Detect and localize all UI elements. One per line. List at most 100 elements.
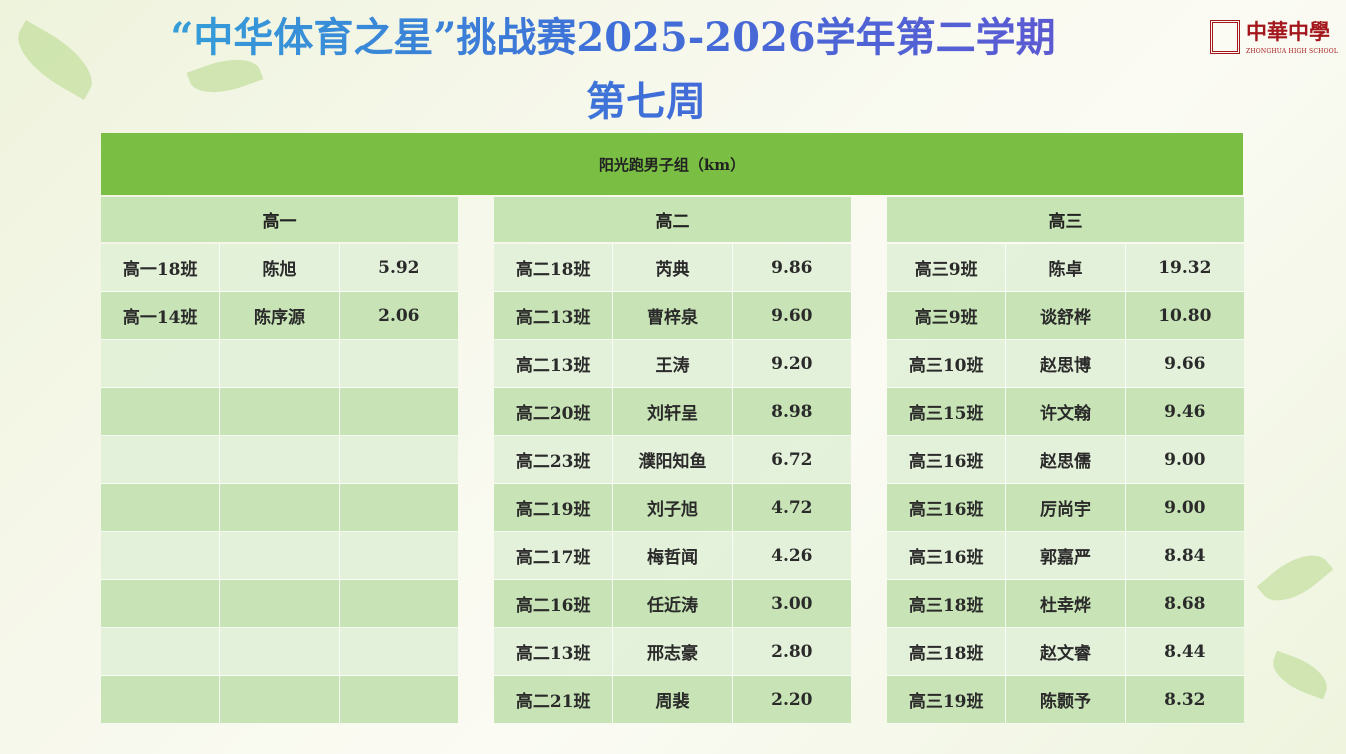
- table-row: 高一14班 陈序源 2.06: [101, 292, 458, 340]
- table-row: 高一18班 陈旭 5.92: [101, 244, 458, 292]
- table-body: 高三9班 陈卓 19.32 高三9班 谈舒桦 10.80 高三10班 赵思博 9.66 高三15班…: [887, 244, 1244, 724]
- name-cell: [220, 532, 340, 580]
- distance-cell: 6.72: [732, 436, 851, 484]
- class-cell: 高二17班: [494, 532, 614, 580]
- class-cell: 高三15班: [887, 388, 1007, 436]
- table-row: 高三16班 郭嘉严 8.84: [887, 532, 1244, 580]
- name-cell: 濮阳知鱼: [613, 436, 733, 484]
- class-cell: 高二13班: [494, 292, 614, 340]
- distance-cell: [339, 340, 458, 388]
- table-row: [101, 580, 458, 628]
- name-cell: 赵文睿: [1006, 628, 1126, 676]
- table-body: 高一18班 陈旭 5.92 高一14班 陈序源 2.06: [101, 244, 458, 724]
- name-cell: 芮典: [613, 244, 733, 292]
- table-row: 高三15班 许文翰 9.46: [887, 388, 1244, 436]
- name-cell: 梅哲闻: [613, 532, 733, 580]
- distance-cell: 10.80: [1125, 292, 1244, 340]
- name-cell: 王涛: [613, 340, 733, 388]
- table-row: 高三10班 赵思博 9.66: [887, 340, 1244, 388]
- distance-cell: [339, 580, 458, 628]
- distance-cell: 2.20: [732, 676, 851, 724]
- logo-subtitle: ZHONGHUA HIGH SCHOOL: [1246, 48, 1338, 55]
- name-cell: 任近涛: [613, 580, 733, 628]
- distance-cell: 9.20: [732, 340, 851, 388]
- distance-cell: 9.60: [732, 292, 851, 340]
- table-row: [101, 628, 458, 676]
- name-cell: 赵思博: [1006, 340, 1126, 388]
- class-cell: 高二21班: [494, 676, 614, 724]
- distance-cell: 4.26: [732, 532, 851, 580]
- name-cell: 谈舒桦: [1006, 292, 1126, 340]
- name-cell: 厉尚宇: [1006, 484, 1126, 532]
- distance-cell: [339, 628, 458, 676]
- page-title: “中华体育之星”挑战赛2025-2026学年第二学期: [0, 10, 1286, 66]
- class-cell: 高二23班: [494, 436, 614, 484]
- name-cell: 赵思儒: [1006, 436, 1126, 484]
- table-row: 高三19班 陈颢予 8.32: [887, 676, 1244, 724]
- distance-cell: 9.46: [1125, 388, 1244, 436]
- class-cell: 高一14班: [101, 292, 221, 340]
- name-cell: [220, 388, 340, 436]
- grade-table: 高一 高一18班 陈旭 5.92 高一14班 陈序源 2.06: [101, 197, 458, 724]
- distance-cell: 19.32: [1125, 244, 1244, 292]
- table-row: 高三16班 厉尚宇 9.00: [887, 484, 1244, 532]
- class-cell: 高一18班: [101, 244, 221, 292]
- class-cell: [101, 628, 221, 676]
- class-cell: [101, 340, 221, 388]
- table-row: 高三16班 赵思儒 9.00: [887, 436, 1244, 484]
- class-cell: [101, 388, 221, 436]
- table-row: 高二17班 梅哲闻 4.26: [494, 532, 851, 580]
- distance-cell: 3.00: [732, 580, 851, 628]
- distance-cell: [339, 388, 458, 436]
- distance-cell: 9.86: [732, 244, 851, 292]
- distance-cell: [339, 484, 458, 532]
- name-cell: [220, 484, 340, 532]
- name-cell: [220, 676, 340, 724]
- class-cell: [101, 580, 221, 628]
- name-cell: 陈颢予: [1006, 676, 1126, 724]
- table-row: 高三9班 陈卓 19.32: [887, 244, 1244, 292]
- name-cell: 许文翰: [1006, 388, 1126, 436]
- page-subtitle: 第七周: [0, 74, 1319, 130]
- table-row: [101, 532, 458, 580]
- name-cell: 陈旭: [220, 244, 340, 292]
- name-cell: 周裴: [613, 676, 733, 724]
- school-logo: 中華中學 ZHONGHUA HIGH SCHOOL: [1210, 18, 1338, 56]
- distance-cell: 4.72: [732, 484, 851, 532]
- table-row: [101, 340, 458, 388]
- logo-name: 中華中學: [1246, 19, 1330, 44]
- distance-cell: 8.68: [1125, 580, 1244, 628]
- class-cell: 高二13班: [494, 628, 614, 676]
- name-cell: 陈卓: [1006, 244, 1126, 292]
- table-row: 高二23班 濮阳知鱼 6.72: [494, 436, 851, 484]
- distance-cell: 8.98: [732, 388, 851, 436]
- class-cell: 高三18班: [887, 628, 1007, 676]
- grade-table: 高三 高三9班 陈卓 19.32 高三9班 谈舒桦 10.80 高三10班 赵思博 9.66 高三1…: [887, 197, 1244, 724]
- table-row: [101, 676, 458, 724]
- table-row: [101, 484, 458, 532]
- distance-cell: 2.06: [339, 292, 458, 340]
- name-cell: 刘子旭: [613, 484, 733, 532]
- grade-header: 高三: [887, 197, 1244, 242]
- class-cell: 高三16班: [887, 532, 1007, 580]
- table-row: 高二19班 刘子旭 4.72: [494, 484, 851, 532]
- class-cell: 高三19班: [887, 676, 1007, 724]
- table-row: 高二20班 刘轩呈 8.98: [494, 388, 851, 436]
- class-cell: 高三16班: [887, 436, 1007, 484]
- distance-cell: 8.32: [1125, 676, 1244, 724]
- class-cell: 高三16班: [887, 484, 1007, 532]
- table-row: 高三18班 杜幸烨 8.68: [887, 580, 1244, 628]
- distance-cell: [339, 436, 458, 484]
- name-cell: 郭嘉严: [1006, 532, 1126, 580]
- name-cell: 邢志豪: [613, 628, 733, 676]
- distance-cell: 9.66: [1125, 340, 1244, 388]
- class-cell: 高三9班: [887, 244, 1007, 292]
- class-cell: [101, 676, 221, 724]
- name-cell: [220, 580, 340, 628]
- name-cell: 曹梓泉: [613, 292, 733, 340]
- class-cell: 高二20班: [494, 388, 614, 436]
- table-body: 高二18班 芮典 9.86 高二13班 曹梓泉 9.60 高二13班 王涛 9.20 高二20班刘…: [494, 244, 851, 724]
- table-row: 高二21班 周裴 2.20: [494, 676, 851, 724]
- name-cell: [220, 436, 340, 484]
- name-cell: [220, 628, 340, 676]
